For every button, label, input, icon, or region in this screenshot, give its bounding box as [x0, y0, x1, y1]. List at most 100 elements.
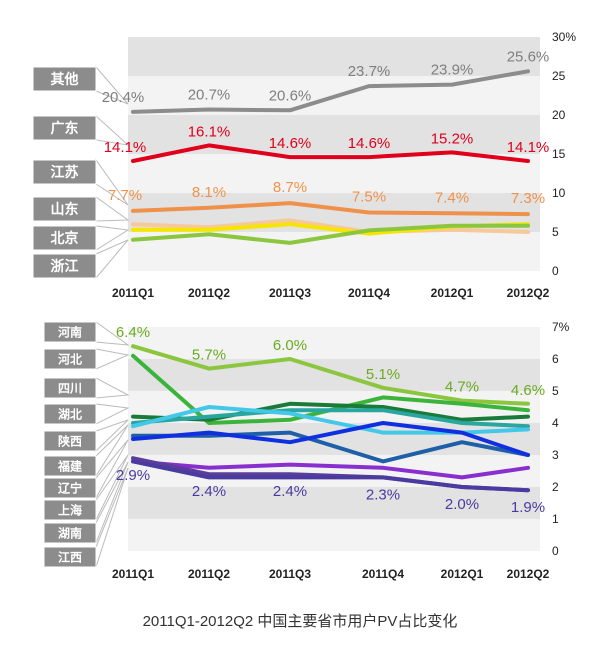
series-line-1 [131, 344, 530, 406]
data-label: 2.0% [445, 496, 479, 513]
data-label: 7.3% [511, 190, 545, 207]
series-label: 四川 [58, 381, 82, 395]
series-line-6 [131, 430, 530, 464]
grid-band [128, 423, 540, 455]
data-label: 7.7% [108, 187, 142, 204]
x-tick-label: 2011Q2 [188, 286, 230, 300]
series-label: 河南 [57, 324, 82, 339]
data-label: 8.7% [273, 179, 307, 196]
grid-band [128, 37, 540, 76]
grid-band [128, 232, 540, 271]
grid-band [128, 487, 540, 519]
series-label-box [43, 403, 97, 425]
series-connector [95, 377, 130, 399]
series-label-box [32, 196, 97, 222]
series-line-5 [131, 405, 530, 435]
data-label: 14.6% [348, 135, 391, 152]
series-label: 福建 [57, 458, 83, 473]
series-line-10 [131, 459, 530, 493]
x-tick-label: 2012Q2 [507, 567, 550, 581]
data-label: 20.7% [188, 87, 231, 104]
data-label: 4.6% [511, 382, 545, 399]
series-line-8 [131, 459, 530, 480]
y-tick-label: 5 [552, 384, 559, 398]
y-tick-label: 0 [552, 544, 559, 558]
series-line-4 [131, 408, 530, 429]
x-tick-label: 2011Q3 [269, 567, 311, 581]
y-tick-label: 7% [552, 320, 570, 334]
y-tick-label: 25 [552, 69, 566, 83]
chart-title: 2011Q1-2012Q2 中国主要省市用户PV占比变化 [142, 613, 458, 630]
series-label-box [43, 522, 97, 544]
data-label: 15.2% [431, 130, 474, 147]
series-label: 山东 [51, 201, 79, 217]
grid-band [128, 327, 540, 359]
data-label: 5.1% [366, 366, 400, 383]
series-line-2 [131, 143, 530, 163]
x-tick-label: 2011Q1 [112, 286, 154, 300]
series-label: 江西 [58, 549, 82, 564]
series-line-6 [131, 223, 530, 245]
series-connector [95, 348, 130, 370]
data-label: 7.4% [435, 189, 469, 206]
data-label: 2.4% [192, 483, 226, 500]
series-label: 陕西 [58, 433, 82, 448]
series-label: 湖北 [58, 406, 82, 421]
y-tick-label: 5 [552, 225, 559, 239]
grid-band [128, 519, 540, 551]
series-connector [95, 403, 130, 425]
y-tick-label: 3 [552, 448, 559, 462]
series-label: 辽宁 [58, 480, 82, 495]
data-label: 23.7% [348, 63, 391, 80]
series-label: 北京 [51, 230, 79, 246]
series-line-7 [131, 421, 530, 457]
series-label: 其他 [51, 71, 79, 87]
series-line-4 [131, 218, 530, 234]
series-label-box [43, 377, 97, 399]
data-label: 14.1% [104, 139, 147, 156]
series-label-box [32, 253, 97, 279]
y-tick-label: 2 [552, 480, 559, 494]
x-tick-label: 2011Q3 [269, 286, 311, 300]
series-label-box [32, 159, 97, 185]
data-label: 14.1% [507, 139, 550, 156]
series-label: 广东 [51, 120, 79, 136]
data-label: 8.1% [192, 184, 226, 201]
data-label: 1.9% [511, 499, 545, 516]
series-label-box [43, 455, 97, 477]
x-tick-label: 2012Q1 [441, 567, 484, 581]
y-tick-label: 0 [552, 264, 559, 278]
grid-band [128, 154, 540, 193]
series-label-box [32, 115, 97, 141]
data-label: 20.6% [269, 87, 312, 104]
data-label: 16.1% [188, 123, 231, 140]
data-label: 25.6% [507, 48, 550, 65]
series-label: 湖南 [58, 525, 82, 540]
x-tick-label: 2011Q4 [362, 567, 404, 581]
series-label-box [32, 225, 97, 251]
y-tick-label: 30% [552, 30, 576, 44]
y-tick-label: 1 [552, 512, 559, 526]
x-tick-label: 2012Q1 [431, 286, 474, 300]
y-tick-label: 10 [552, 186, 566, 200]
series-label-box [43, 348, 97, 370]
data-label: 6.0% [273, 337, 307, 354]
x-tick-label: 2011Q2 [188, 567, 230, 581]
series-line-1 [131, 69, 530, 114]
series-label-box [43, 321, 97, 343]
data-label: 5.7% [192, 347, 226, 364]
series-label-box [43, 477, 97, 499]
series-label: 江苏 [51, 164, 79, 180]
x-tick-label: 2011Q1 [112, 567, 154, 581]
series-label-box [32, 66, 97, 92]
series-label-box [43, 430, 97, 452]
data-label: 2.3% [366, 486, 400, 503]
chart-panel-1: 0 5 10 15 20 25 30% 2011Q1 2011Q2 2011Q3 2011Q4 201… [32, 30, 576, 300]
y-tick-label: 15 [552, 147, 566, 161]
data-label: 7.5% [352, 189, 386, 206]
data-label: 4.7% [445, 379, 479, 396]
data-label: 2.9% [116, 467, 150, 484]
series-label: 上海 [58, 502, 82, 517]
